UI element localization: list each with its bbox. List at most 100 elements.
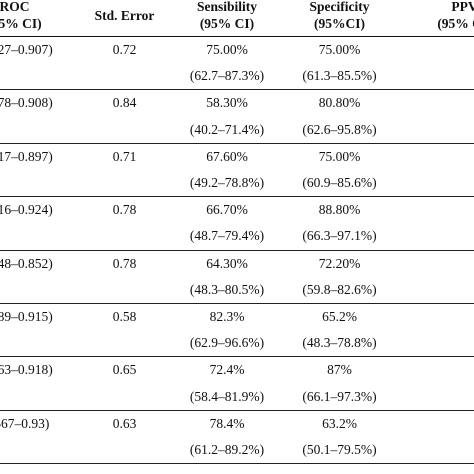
std-error-cell: 0.63 [112,415,137,431]
table-row-ci: (48.7–79.4%)(66.3–97.1%)(81.2–99%) [0,223,474,251]
table-row: (0.567–0.93) 0.63 78.4% 63.2% 74% [0,410,474,437]
roc-ci-empty-cell [0,276,77,304]
table-row: (0.563–0.918) 0.65 72.4% 87% 80% [0,357,474,384]
ppv-ci-cell: (68.4–97%) [397,116,474,144]
specificity-ci-cell: (62.6–95.8%) [282,116,397,144]
header-ppv: PPV(95% CI) [397,0,474,37]
specificity-cell: 87% [327,362,352,378]
specificity-ci-cell: (48.3–78.8%) [282,330,397,358]
ppv-cell: 74% [397,410,474,437]
table-body: (0.627–0.907)0.7275.00%75.00%88.00%(62.7… [0,37,474,464]
roc-ci-empty-cell [0,63,77,91]
roc-ci-cell: (0.678–0.908) [0,95,53,111]
std-error-cell: 0.78 [112,255,137,271]
sensibility-ci-cell: (62.7–87.3%) [172,63,282,91]
sensibility-cell: 67.60% [206,148,248,164]
table-row: (0.616–0.924) 0.78 66.70% 88.80% 95.00% [0,197,474,224]
ppv-cell: 93.00% [397,143,474,170]
specificity-cell: 63.2% [322,415,357,431]
sensibility-ci-cell: (48.3–80.5%) [172,276,282,304]
roc-ci-cell: (0.567–0.93) [0,415,50,431]
sensibility-cell: 75.00% [206,42,248,58]
std-error-cell: 0.84 [112,95,137,111]
table-row-ci: (58.4–81.9%)(66.1–97.3%)(57.9–92%) [0,383,474,411]
ppv-ci-cell: (69.7–97%) [397,276,474,304]
table-row: (0.617–0.897) 0.71 67.60% 75.00% 93.00% [0,143,474,170]
sensibility-ci-cell: (58.4–81.9%) [172,383,282,411]
table-row: (0.678–0.908) 0.84 58.30% 80.80% 89.00% [0,90,474,117]
sensibility-ci-cell: (40.2–71.4%) [172,116,282,144]
specificity-ci-cell: (59.8–82.6%) [282,276,397,304]
roc-ci-empty-cell [0,330,77,358]
sensibility-ci-cell: (61.2–89.2%) [172,436,282,464]
sensibility-ci-cell: (49.2–78.8%) [172,169,282,198]
std-error-empty-cell [77,223,172,251]
ppv-cell: 89.00% [397,90,474,117]
std-error-cell: 0.65 [112,362,137,378]
specificity-cell: 72.20% [318,255,361,271]
roc-ci-empty-cell [0,169,77,198]
sensibility-ci-cell: (48.7–79.4%) [172,223,282,251]
header-std-error: Std. Error [77,0,172,37]
std-error-empty-cell [77,330,172,358]
specificity-cell: 65.2% [322,308,357,324]
sensibility-cell: 64.30% [206,255,248,271]
sensibility-cell: 66.70% [206,202,248,218]
ppv-cell: 90.50% [397,250,474,277]
sensibility-cell: 58.30% [206,95,248,111]
specificity-ci-cell: (60.9–85.6%) [282,169,397,198]
roc-ci-cell: (0.648–0.852) [0,255,53,271]
roc-ci-empty-cell [0,436,77,464]
roc-ci-empty-cell [0,116,77,144]
specificity-ci-cell: (66.3–97.1%) [282,223,397,251]
roc-ci-cell: (0.589–0.915) [0,308,53,324]
specificity-cell: 75.00% [318,42,361,58]
specificity-ci-cell: (66.1–97.3%) [282,383,397,411]
table-row: (0.627–0.907) 0.72 75.00% 75.00% 88.00% [0,37,474,64]
specificity-cell: 80.80% [318,95,361,111]
ppv-cell: 74% [397,303,474,330]
table-row-ci: (62.9–96.6%)(48.3–78.8%)(55.1–89%) [0,330,474,358]
header-row: ROC(95% CI) Std. Error Sensibility(95% C… [0,0,474,37]
table-row-ci: (61.2–89.2%)(50.1–79.5%)(52.8–89%) [0,436,474,464]
roc-ci-cell: (0.563–0.918) [0,362,53,378]
table-header: ROC(95% CI) Std. Error Sensibility(95% C… [0,0,474,37]
specificity-cell: 88.80% [318,202,361,218]
header-specificity: Specificity (95%CI) [282,0,397,37]
table-row: (0.648–0.852) 0.78 64.30% 72.20% 90.50% [0,250,474,277]
roc-ci-empty-cell [0,383,77,411]
sensibility-cell: 82.3% [209,308,245,324]
std-error-cell: 0.58 [112,308,137,324]
ppv-cell: 80% [397,357,474,384]
table-row-ci: (40.2–71.4%)(62.6–95.8%)(68.4–97%) [0,116,474,144]
specificity-cell: 75.00% [318,148,361,164]
roc-ci-cell: (0.627–0.907) [0,42,53,58]
std-error-empty-cell [77,436,172,464]
ppv-ci-cell: (55.1–89%) [397,330,474,358]
std-error-empty-cell [77,63,172,91]
std-error-cell: 0.78 [112,202,137,218]
std-error-empty-cell [77,169,172,198]
table-row-ci: (48.3–80.5%)(59.8–82.6%)(69.7–97%) [0,276,474,304]
table-row-ci: (62.7–87.3%)(61.3–85.5%)(67.7–97%) [0,63,474,91]
ppv-ci-cell: (52.8–89%) [397,436,474,464]
ppv-cell: 95.00% [397,197,474,224]
ppv-ci-cell: (57.9–92%) [397,383,474,411]
header-roc: ROC(95% CI) [0,0,77,37]
sensibility-cell: 72.4% [209,362,245,378]
table-row-ci: (49.2–78.8%)(60.9–85.6%)(78.7–98%) [0,169,474,198]
diagnostic-accuracy-table: ROC(95% CI) Std. Error Sensibility(95% C… [0,0,474,464]
roc-ci-cell: (0.616–0.924) [0,202,53,218]
std-error-cell: 0.72 [112,42,137,58]
ppv-ci-cell: (78.7–98%) [397,169,474,198]
sensibility-cell: 78.4% [209,415,245,431]
specificity-ci-cell: (61.3–85.5%) [282,63,397,91]
header-sensibility: Sensibility (95% CI) [172,0,282,37]
std-error-empty-cell [77,116,172,144]
table-row: (0.589–0.915) 0.58 82.3% 65.2% 74% [0,303,474,330]
ppv-ci-cell: (81.2–99%) [397,223,474,251]
ppv-ci-cell: (67.7–97%) [397,63,474,91]
std-error-cell: 0.71 [112,148,137,164]
std-error-empty-cell [77,276,172,304]
